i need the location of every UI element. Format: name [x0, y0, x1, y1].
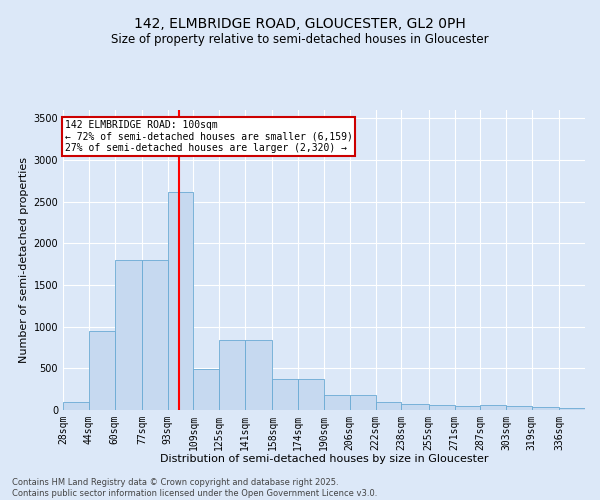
Bar [401, 404, 429, 410]
Bar [455, 406, 480, 410]
Bar [559, 408, 585, 410]
Bar [193, 369, 219, 410]
Bar [168, 192, 193, 410]
X-axis label: Distribution of semi-detached houses by size in Gloucester: Distribution of semi-detached houses by … [160, 454, 488, 464]
Bar [245, 340, 272, 410]
Bar [89, 331, 115, 410]
Bar [63, 402, 89, 410]
Bar [506, 406, 532, 410]
Text: Contains HM Land Registry data © Crown copyright and database right 2025.
Contai: Contains HM Land Registry data © Crown c… [12, 478, 377, 498]
Bar [480, 406, 506, 410]
Bar [142, 260, 168, 410]
Bar [272, 379, 298, 410]
Text: 142, ELMBRIDGE ROAD, GLOUCESTER, GL2 0PH: 142, ELMBRIDGE ROAD, GLOUCESTER, GL2 0PH [134, 18, 466, 32]
Bar [532, 407, 559, 410]
Text: 142 ELMBRIDGE ROAD: 100sqm
← 72% of semi-detached houses are smaller (6,159)
27%: 142 ELMBRIDGE ROAD: 100sqm ← 72% of semi… [65, 120, 352, 153]
Bar [115, 260, 142, 410]
Bar [324, 395, 350, 410]
Bar [429, 406, 455, 410]
Y-axis label: Number of semi-detached properties: Number of semi-detached properties [19, 157, 29, 363]
Bar [350, 396, 376, 410]
Bar [376, 402, 401, 410]
Text: Size of property relative to semi-detached houses in Gloucester: Size of property relative to semi-detach… [111, 32, 489, 46]
Bar [219, 340, 245, 410]
Bar [298, 379, 324, 410]
